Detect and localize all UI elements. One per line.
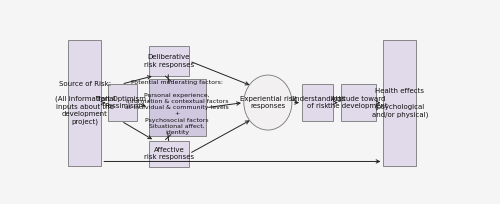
FancyBboxPatch shape: [302, 84, 333, 121]
Text: Trait Optimism /
Pessimism: Trait Optimism / Pessimism: [95, 96, 150, 109]
Text: Potential moderating factors:

Personal experience,
information & contextual fac: Potential moderating factors: Personal e…: [126, 80, 229, 135]
Text: Affective
risk responses: Affective risk responses: [144, 147, 194, 160]
FancyBboxPatch shape: [148, 47, 189, 75]
Text: Attitude toward
the development: Attitude toward the development: [328, 96, 388, 109]
Text: Experiential risk
responses: Experiential risk responses: [240, 96, 296, 109]
Text: Source of Risk:

(All informational
inputs about the
development
project): Source of Risk: (All informational input…: [54, 81, 115, 125]
Text: Understandings
of risk: Understandings of risk: [290, 96, 345, 109]
Text: Deliberative
risk responses: Deliberative risk responses: [144, 54, 194, 68]
FancyBboxPatch shape: [148, 80, 206, 136]
FancyBboxPatch shape: [108, 84, 138, 121]
FancyBboxPatch shape: [148, 141, 189, 167]
FancyBboxPatch shape: [68, 40, 101, 166]
FancyBboxPatch shape: [340, 84, 376, 121]
Text: Health effects

(psychological
and/or physical): Health effects (psychological and/or phy…: [372, 88, 428, 118]
FancyBboxPatch shape: [384, 40, 416, 166]
Ellipse shape: [244, 75, 292, 130]
